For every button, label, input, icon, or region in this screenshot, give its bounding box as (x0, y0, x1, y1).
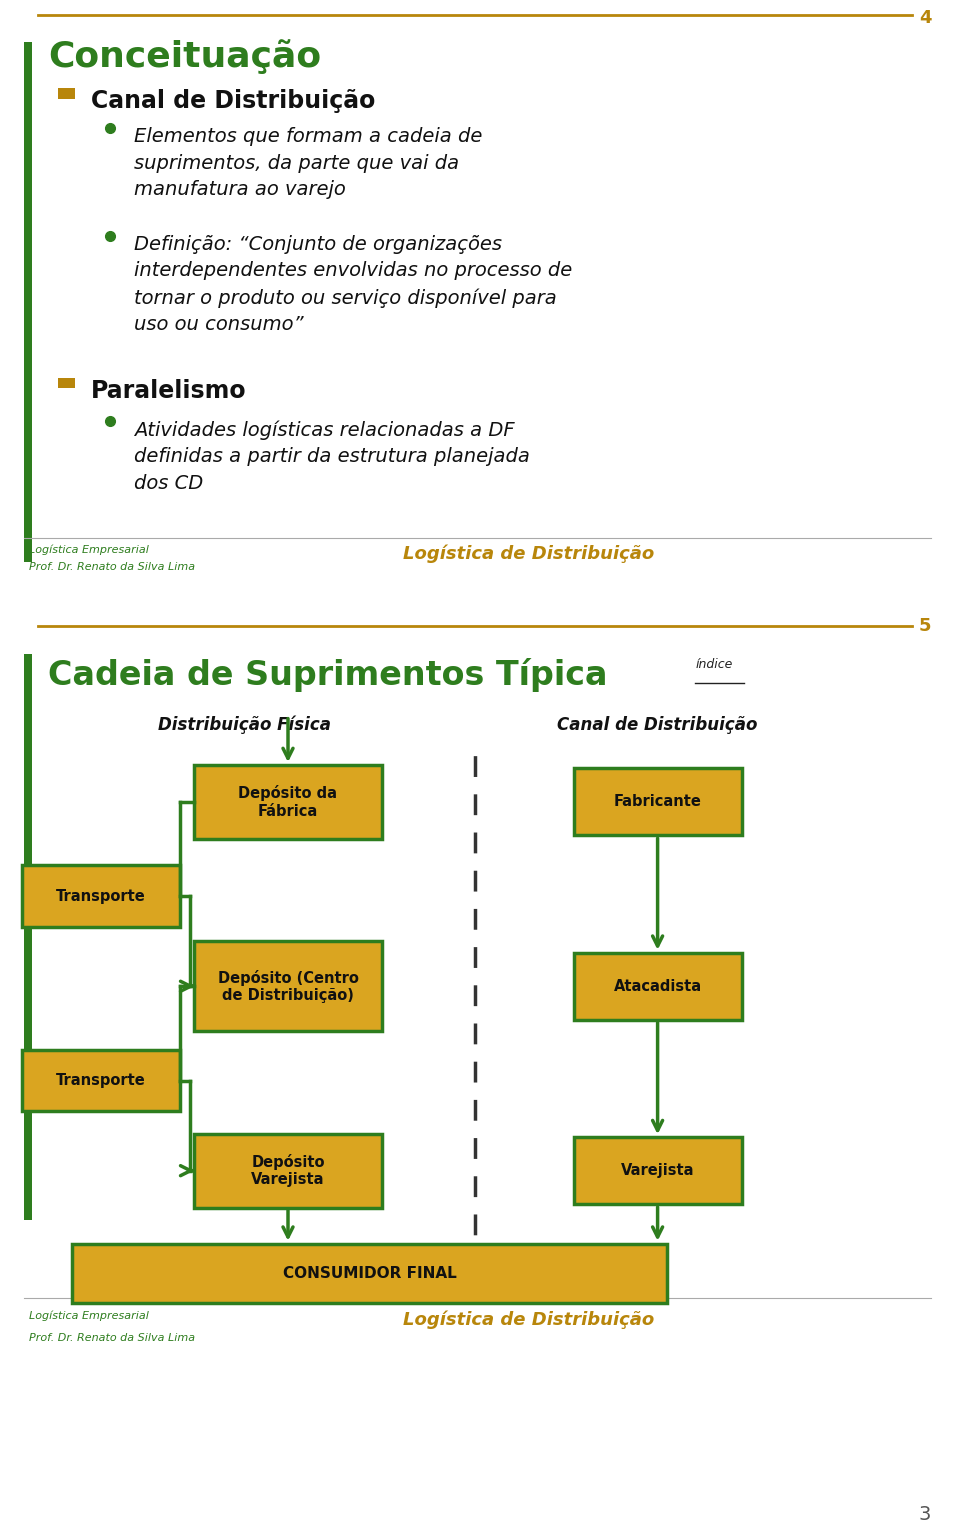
Text: Transporte: Transporte (56, 1072, 146, 1088)
Text: Atacadista: Atacadista (613, 979, 702, 994)
Bar (58, 377, 75, 389)
Text: Prof. Dr. Renato da Silva Lima: Prof. Dr. Renato da Silva Lima (29, 562, 195, 571)
Text: Elementos que formam a cadeia de
suprimentos, da parte que vai da
manufatura ao : Elementos que formam a cadeia de suprime… (134, 127, 483, 199)
Text: CONSUMIDOR FINAL: CONSUMIDOR FINAL (283, 1265, 456, 1281)
Text: Canal de Distribuição: Canal de Distribuição (558, 715, 757, 734)
Text: Cadeia de Suprimentos Típica: Cadeia de Suprimentos Típica (48, 659, 608, 692)
Text: Logística Empresarial: Logística Empresarial (29, 1310, 149, 1321)
Text: Paralelismo: Paralelismo (91, 378, 247, 403)
Bar (58, 87, 75, 98)
Text: Canal de Distribuição: Canal de Distribuição (91, 89, 375, 113)
Text: Definição: “Conjunto de organizações
interdependentes envolvidas no processo de
: Definição: “Conjunto de organizações int… (134, 234, 573, 334)
Text: Atividades logísticas relacionadas a DF
definidas a partir da estrutura planejad: Atividades logísticas relacionadas a DF … (134, 420, 530, 492)
FancyBboxPatch shape (72, 1244, 667, 1302)
Text: Logística de Distribuição: Logística de Distribuição (403, 1310, 655, 1328)
Text: Depósito da
Fábrica: Depósito da Fábrica (238, 784, 338, 818)
FancyBboxPatch shape (194, 764, 381, 838)
Text: índice: índice (696, 659, 733, 671)
Text: 3: 3 (919, 1506, 931, 1524)
Text: Distribuição Física: Distribuição Física (158, 715, 331, 734)
Bar (24, 41, 32, 562)
Text: Prof. Dr. Renato da Silva Lima: Prof. Dr. Renato da Silva Lima (29, 1333, 195, 1344)
Text: Depósito (Centro
de Distribuição): Depósito (Centro de Distribuição) (218, 970, 358, 1003)
Text: Varejista: Varejista (621, 1163, 694, 1178)
Text: Logística Empresarial: Logística Empresarial (29, 545, 149, 556)
FancyBboxPatch shape (194, 941, 381, 1031)
FancyBboxPatch shape (574, 953, 741, 1020)
FancyBboxPatch shape (21, 866, 180, 927)
FancyBboxPatch shape (194, 1134, 381, 1207)
FancyBboxPatch shape (574, 1137, 741, 1204)
Text: Conceituação: Conceituação (48, 38, 322, 74)
Text: Depósito
Varejista: Depósito Varejista (252, 1154, 324, 1187)
Text: 5: 5 (919, 617, 931, 636)
Text: Transporte: Transporte (56, 889, 146, 904)
Bar (24, 654, 32, 1219)
FancyBboxPatch shape (574, 768, 741, 835)
Text: Fabricante: Fabricante (613, 795, 702, 809)
Text: 4: 4 (919, 9, 931, 28)
FancyBboxPatch shape (21, 1049, 180, 1111)
Text: Logística de Distribuição: Logística de Distribuição (403, 545, 655, 564)
